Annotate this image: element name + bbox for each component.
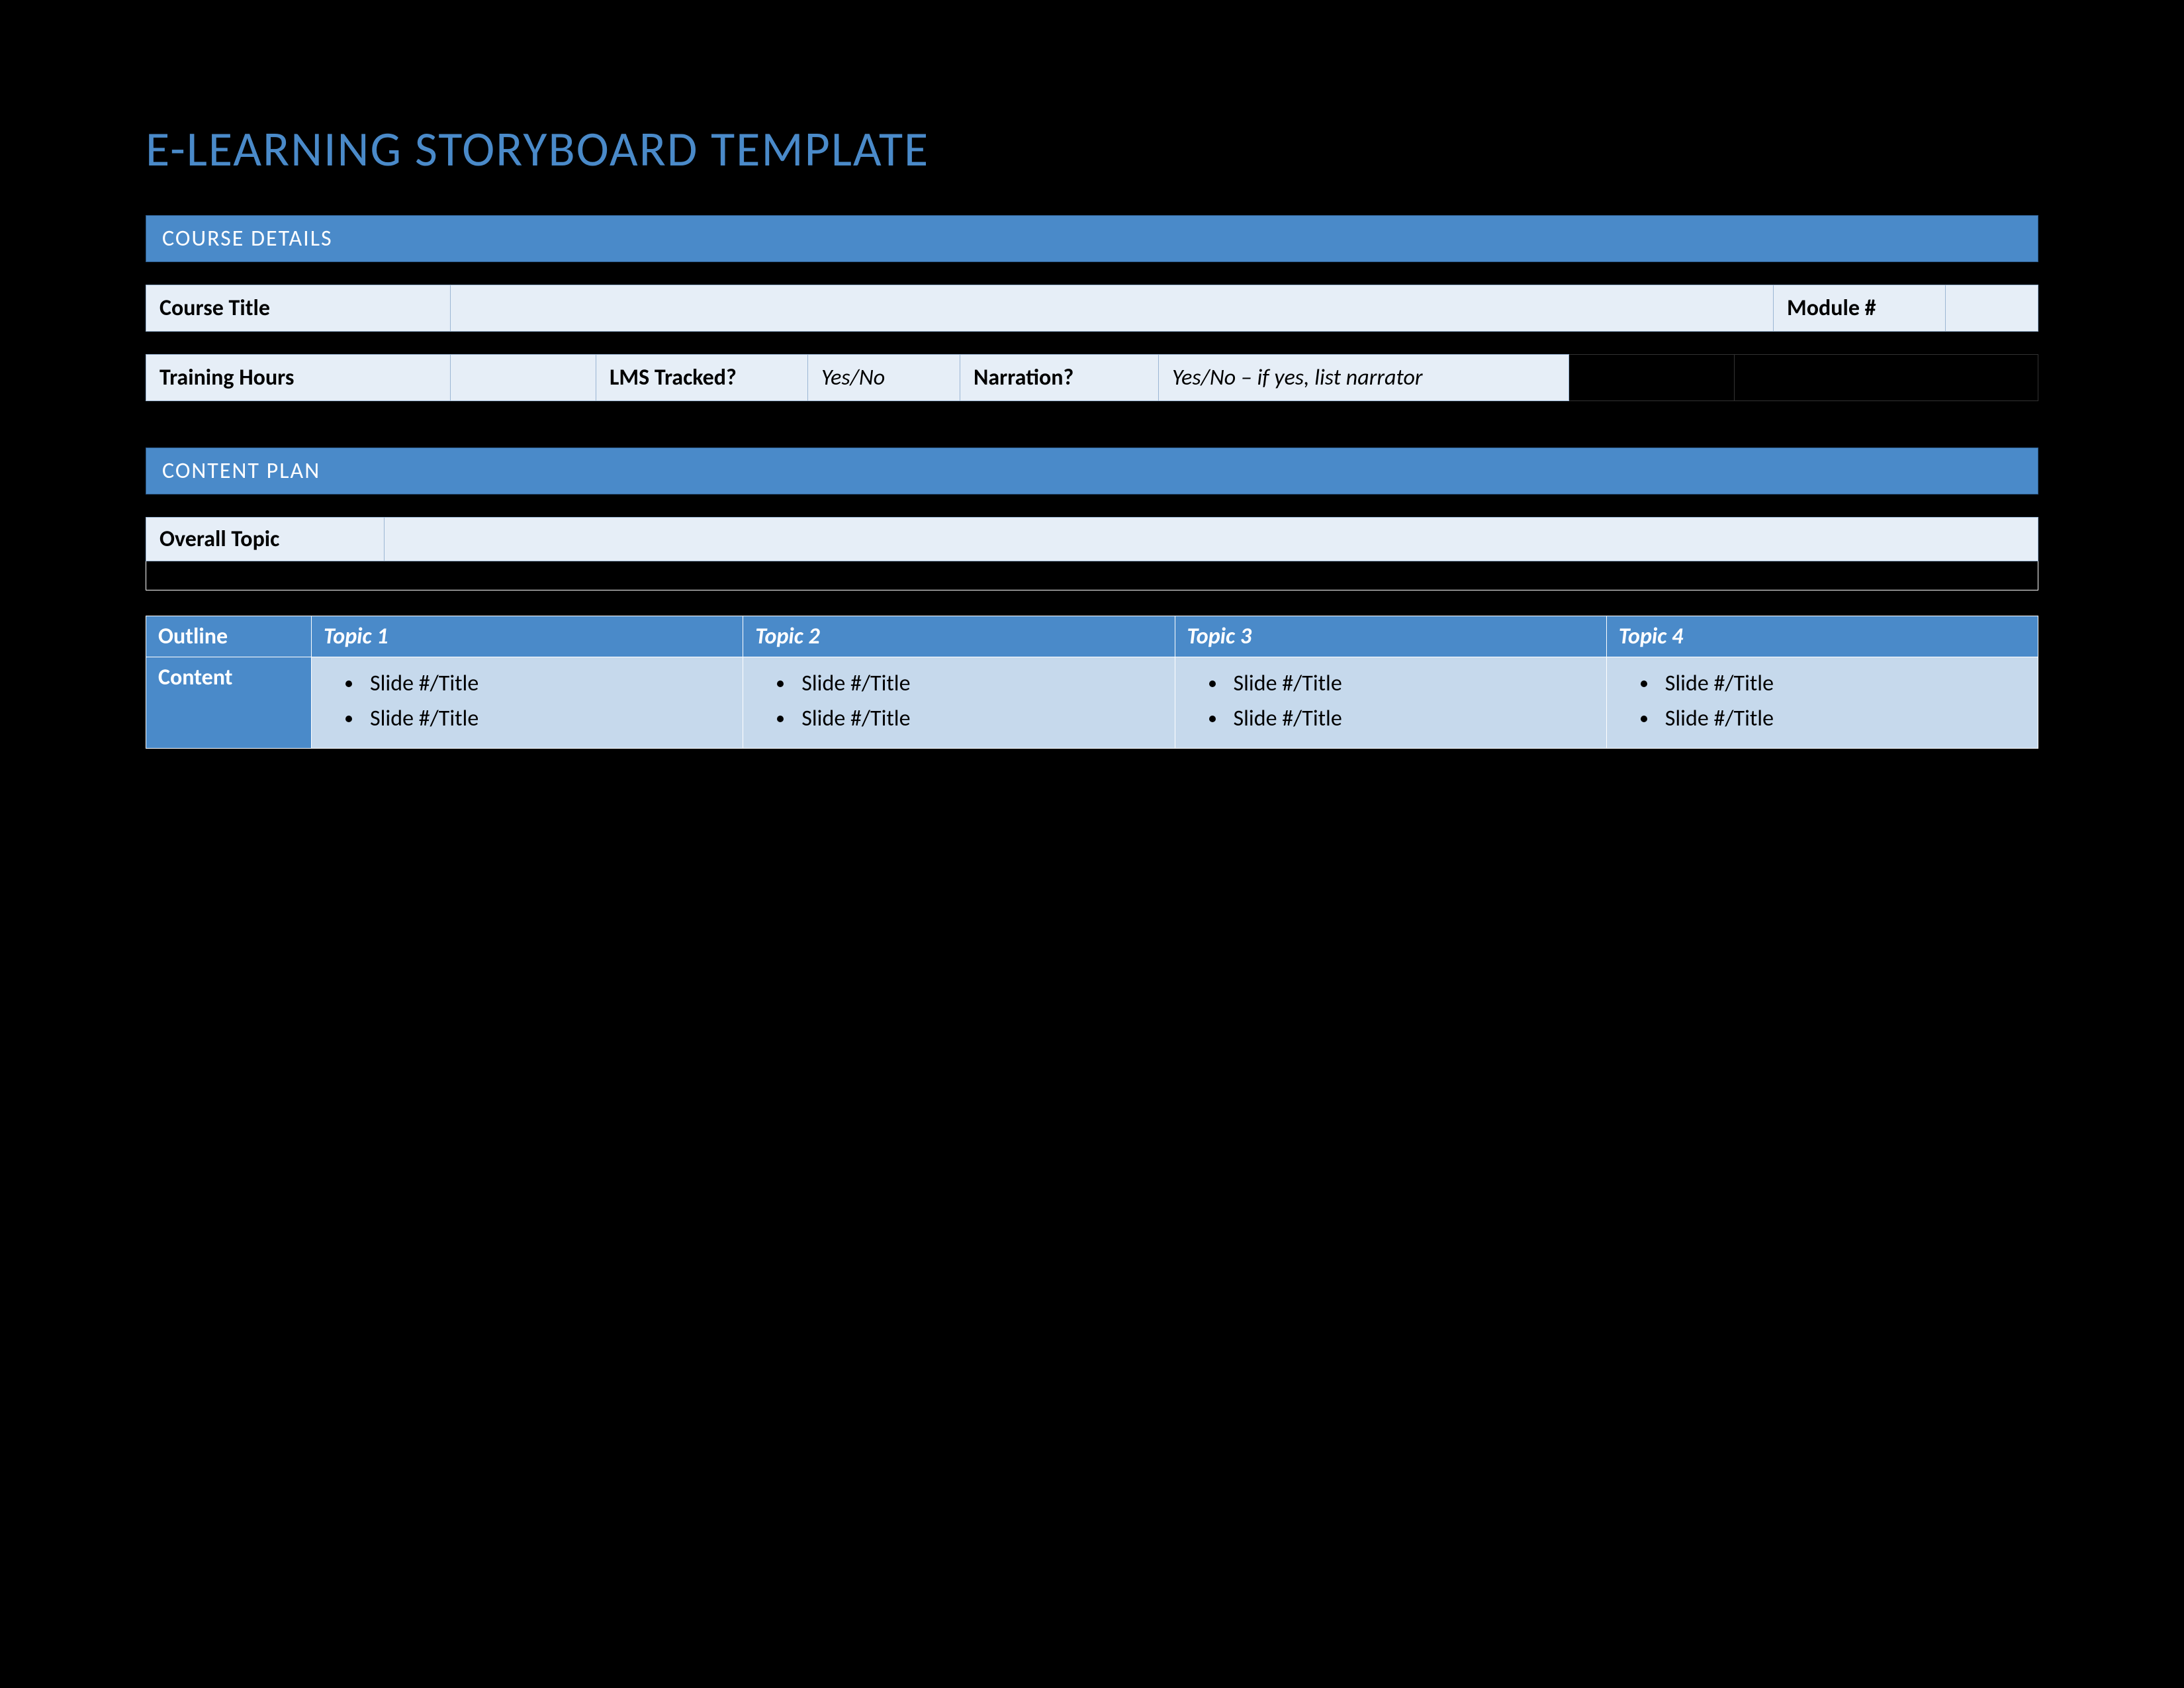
blank-cell — [1735, 355, 2038, 401]
outline-label: Outline — [146, 616, 312, 657]
slide-list: Slide #/Title Slide #/Title — [1619, 667, 2026, 736]
slide-list: Slide #/Title Slide #/Title — [324, 667, 731, 736]
document-page: E-LEARNING STORYBOARD TEMPLATE COURSE DE… — [146, 119, 2038, 749]
course-title-value — [451, 285, 1774, 332]
course-details-banner: COURSE DETAILS — [146, 215, 2038, 262]
table-row: Content Slide #/Title Slide #/Title Slid… — [146, 657, 2038, 749]
overall-topic-table: Overall Topic — [146, 517, 2038, 590]
list-item: Slide #/Title — [363, 702, 731, 737]
content-label: Content — [146, 657, 312, 749]
topic-content-cell: Slide #/Title Slide #/Title — [1175, 657, 1606, 749]
table-row: Overall Topic — [146, 518, 2038, 561]
topic-heading: Topic 3 — [1175, 616, 1606, 657]
lms-tracked-value: Yes/No — [808, 355, 960, 401]
list-item: Slide #/Title — [1659, 667, 2026, 702]
table-row: Training Hours LMS Tracked? Yes/No Narra… — [146, 355, 2038, 401]
topic-heading: Topic 1 — [312, 616, 743, 657]
topic-heading: Topic 4 — [1606, 616, 2038, 657]
list-item: Slide #/Title — [795, 702, 1162, 737]
list-item: Slide #/Title — [363, 667, 731, 702]
page-title: E-LEARNING STORYBOARD TEMPLATE — [146, 119, 2038, 179]
blank-cell — [146, 561, 2038, 590]
table-row — [146, 561, 2038, 590]
narration-value: Yes/No – if yes, list narrator — [1159, 355, 1569, 401]
list-item: Slide #/Title — [1227, 667, 1594, 702]
topic-content-cell: Slide #/Title Slide #/Title — [743, 657, 1175, 749]
slide-list: Slide #/Title Slide #/Title — [1187, 667, 1594, 736]
course-details-row2: Training Hours LMS Tracked? Yes/No Narra… — [146, 354, 2038, 401]
module-label: Module # — [1774, 285, 1946, 332]
list-item: Slide #/Title — [1227, 702, 1594, 737]
table-row: Course Title Module # — [146, 285, 2038, 332]
blank-cell — [1569, 355, 1735, 401]
outline-content-table: Outline Topic 1 Topic 2 Topic 3 Topic 4 … — [146, 616, 2038, 749]
narration-label: Narration? — [960, 355, 1159, 401]
table-row: Outline Topic 1 Topic 2 Topic 3 Topic 4 — [146, 616, 2038, 657]
course-title-label: Course Title — [146, 285, 451, 332]
content-plan-banner: CONTENT PLAN — [146, 447, 2038, 494]
course-details-table: Course Title Module # — [146, 285, 2038, 332]
overall-topic-label: Overall Topic — [146, 518, 385, 561]
content-plan-section: CONTENT PLAN Overall Topic Outline Topic… — [146, 447, 2038, 749]
slide-list: Slide #/Title Slide #/Title — [755, 667, 1162, 736]
training-hours-value — [451, 355, 596, 401]
overall-topic-value — [385, 518, 2038, 561]
list-item: Slide #/Title — [1659, 702, 2026, 737]
training-hours-label: Training Hours — [146, 355, 451, 401]
lms-tracked-label: LMS Tracked? — [596, 355, 808, 401]
topic-content-cell: Slide #/Title Slide #/Title — [312, 657, 743, 749]
topic-heading: Topic 2 — [743, 616, 1175, 657]
module-value — [1946, 285, 2038, 332]
list-item: Slide #/Title — [795, 667, 1162, 702]
topic-content-cell: Slide #/Title Slide #/Title — [1606, 657, 2038, 749]
